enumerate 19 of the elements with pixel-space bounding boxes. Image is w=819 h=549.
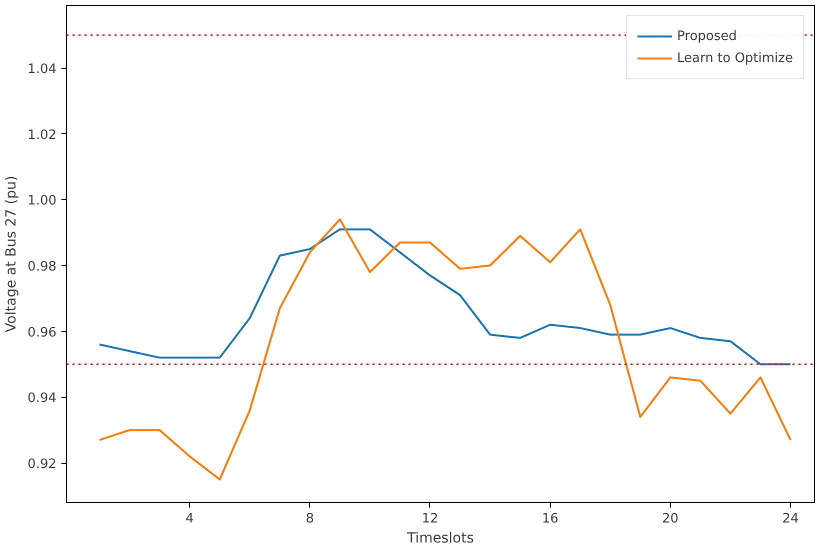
y-tick-label: 1.00 [28,194,57,209]
line-series [98,228,792,366]
y-tick-label: 0.94 [28,391,57,406]
y-tick-label: 0.98 [28,260,57,275]
x-axis-title: Timeslots [406,530,474,546]
y-tick-label: 0.96 [28,325,57,340]
x-tick-label: 20 [662,512,679,526]
line-series [98,218,792,480]
x-tick-label: 12 [422,512,438,526]
x-tick-label: 4 [186,512,194,526]
y-tick-label: 1.04 [28,62,57,78]
y-tick-label: 0.92 [28,457,57,472]
legend-label: Proposed [677,28,737,44]
y-tick-label: 1.02 [28,128,57,143]
legend-label: Learn to Optimize [677,50,793,66]
y-axis-title: Voltage at Bus 27 (pu) [4,176,20,332]
x-tick-label: 24 [782,512,799,526]
x-tick-label: 8 [306,512,314,526]
x-tick-label: 16 [542,512,558,526]
